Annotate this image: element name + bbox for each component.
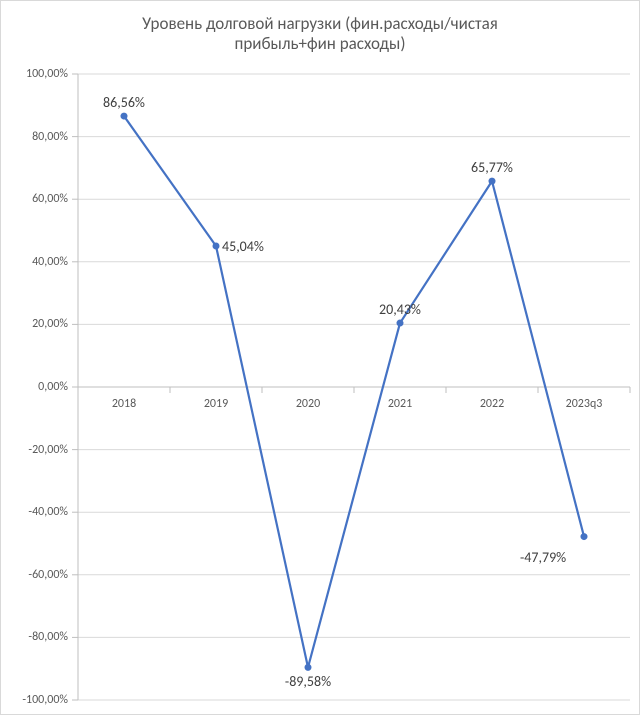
- y-tick-label: 80,00%: [32, 130, 68, 144]
- data-label: 65,77%: [471, 159, 513, 176]
- x-tick-label: 2018: [112, 397, 136, 411]
- y-tick-label: -20,00%: [28, 443, 68, 457]
- y-tick-label: 100,00%: [26, 67, 68, 81]
- y-tick-label: 20,00%: [32, 317, 68, 331]
- y-tick-label: -40,00%: [28, 505, 68, 519]
- chart-svg: [0, 0, 640, 715]
- y-tick-label: -80,00%: [28, 630, 68, 644]
- y-tick-label: 40,00%: [32, 255, 68, 269]
- chart-frame: Уровень долговой нагрузки (фин.расходы/ч…: [0, 0, 640, 715]
- x-tick-label: 2020: [296, 397, 320, 411]
- data-label: 20,43%: [379, 301, 421, 318]
- data-label: 86,56%: [103, 94, 145, 111]
- x-tick-label: 2021: [388, 397, 412, 411]
- y-tick-label: -60,00%: [28, 568, 68, 582]
- data-label: -47,79%: [520, 549, 566, 566]
- data-label: -89,58%: [285, 673, 331, 690]
- x-tick-label: 2022: [480, 397, 504, 411]
- y-tick-label: 60,00%: [32, 192, 68, 206]
- x-tick-label: 2023q3: [566, 397, 603, 411]
- chart-title-line2: прибыль+фин расходы): [0, 34, 640, 54]
- chart-title: Уровень долговой нагрузки (фин.расходы/ч…: [0, 14, 640, 55]
- x-tick-label: 2019: [204, 397, 228, 411]
- data-label: 45,04%: [222, 238, 264, 255]
- y-tick-label: 0,00%: [38, 380, 68, 394]
- y-tick-label: -100,00%: [22, 693, 68, 707]
- chart-title-line1: Уровень долговой нагрузки (фин.расходы/ч…: [0, 14, 640, 34]
